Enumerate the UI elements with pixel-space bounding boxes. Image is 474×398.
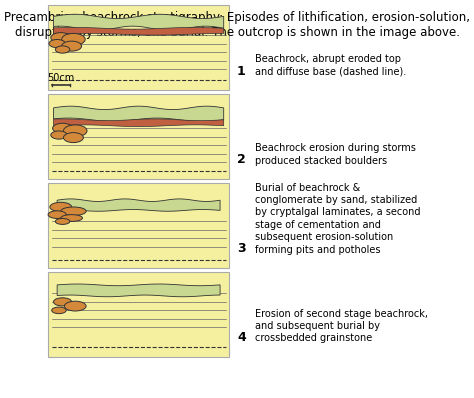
Polygon shape	[57, 284, 220, 297]
Polygon shape	[54, 27, 224, 35]
Text: 1: 1	[237, 64, 246, 78]
Text: Erosion of second stage beachrock,
and subsequent burial by
crossbedded grainsto: Erosion of second stage beachrock, and s…	[255, 309, 428, 343]
Ellipse shape	[48, 211, 66, 219]
Ellipse shape	[52, 307, 66, 314]
Text: 4: 4	[237, 332, 246, 344]
Text: Beachrock, abrupt eroded top
and diffuse base (dashed line).: Beachrock, abrupt eroded top and diffuse…	[255, 54, 406, 77]
Ellipse shape	[55, 219, 70, 224]
Ellipse shape	[64, 133, 83, 142]
Text: Precambrian beachrock stratigraphy: Episodes of lithification, erosion-solution,: Precambrian beachrock stratigraphy: Epis…	[4, 11, 470, 39]
Text: Beachrock erosion during storms
produced stacked boulders: Beachrock erosion during storms produced…	[255, 143, 416, 166]
Polygon shape	[57, 199, 220, 211]
Text: 3: 3	[237, 242, 246, 256]
Ellipse shape	[51, 33, 71, 43]
Ellipse shape	[64, 301, 86, 311]
Ellipse shape	[50, 202, 72, 212]
Ellipse shape	[64, 125, 87, 137]
Text: Burial of beachrock &
conglomerate by sand, stabilized
by cryptalgal laminates, : Burial of beachrock & conglomerate by sa…	[255, 183, 420, 255]
Ellipse shape	[61, 215, 82, 221]
Polygon shape	[54, 119, 224, 127]
Ellipse shape	[61, 207, 86, 215]
Bar	[48, 5, 229, 90]
Ellipse shape	[51, 131, 67, 139]
Ellipse shape	[62, 41, 82, 51]
Text: 50cm: 50cm	[47, 73, 74, 83]
Text: 2: 2	[237, 154, 246, 166]
Bar	[48, 272, 229, 357]
Ellipse shape	[55, 46, 70, 53]
Ellipse shape	[54, 298, 72, 306]
Bar	[48, 94, 229, 179]
Polygon shape	[54, 106, 224, 121]
Polygon shape	[54, 14, 224, 30]
Bar	[48, 183, 229, 268]
Ellipse shape	[49, 39, 65, 48]
Ellipse shape	[53, 123, 73, 133]
Ellipse shape	[62, 33, 85, 45]
